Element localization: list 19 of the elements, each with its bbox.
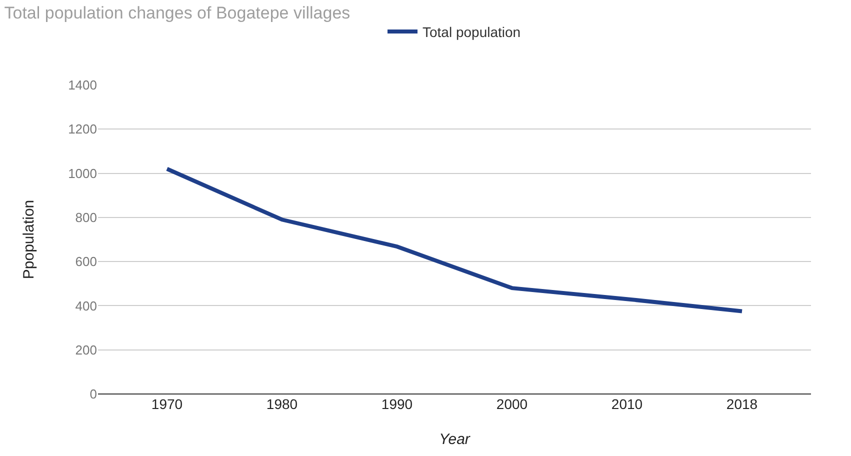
y-tick-label: 800 — [75, 210, 97, 225]
y-tick-label: 0 — [90, 386, 97, 402]
x-tick-label: 2000 — [496, 396, 528, 412]
y-tick-label: 400 — [75, 298, 97, 314]
y-tick-label: 200 — [75, 342, 97, 358]
x-axis-title: Year — [439, 431, 471, 448]
x-tick-label: 1970 — [151, 396, 183, 412]
x-tick-label: 1980 — [266, 396, 298, 412]
y-axis-title: Ppopulation — [20, 200, 38, 280]
legend-label: Total population — [422, 24, 521, 40]
x-tick-label: 2018 — [726, 396, 758, 412]
y-tick-label: 1000 — [68, 166, 97, 181]
y-tick-label: 1400 — [68, 78, 97, 93]
chart-title: Total population changes of Bogatepe villages — [4, 4, 350, 23]
x-tick-label: 2010 — [611, 396, 643, 412]
x-tick-label: 1990 — [381, 396, 413, 412]
line-series — [165, 166, 744, 314]
y-tick-label: 1200 — [68, 122, 97, 137]
y-tick-label: 600 — [75, 254, 97, 270]
